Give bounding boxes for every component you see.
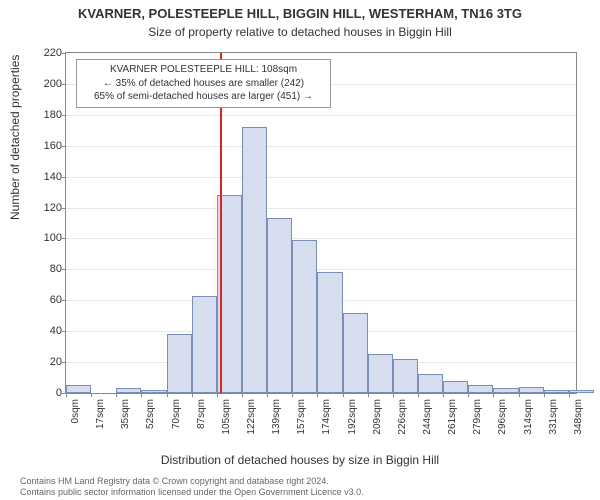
xtick-label: 314sqm: [523, 399, 534, 435]
xtick-label: 87sqm: [196, 399, 207, 429]
histogram-bar: [343, 313, 368, 393]
xtick-label: 105sqm: [221, 399, 232, 435]
histogram-bar: [393, 359, 418, 393]
histogram-plot-area: KVARNER POLESTEEPLE HILL: 108sqm ← 35% o…: [65, 52, 577, 394]
xtick-mark: [519, 393, 520, 397]
xtick-mark: [368, 393, 369, 397]
xtick-label: 296sqm: [497, 399, 508, 435]
ytick-label: 80: [50, 263, 66, 275]
xtick-label: 261sqm: [447, 399, 458, 435]
x-axis-label: Distribution of detached houses by size …: [0, 453, 600, 467]
histogram-bar: [116, 388, 141, 393]
histogram-bar: [192, 296, 217, 393]
gridline: [66, 177, 576, 178]
histogram-bar: [544, 390, 569, 393]
xtick-label: 331sqm: [548, 399, 559, 435]
xtick-mark: [192, 393, 193, 397]
xtick-mark: [443, 393, 444, 397]
annotation-line3: 65% of semi-detached houses are larger (…: [83, 90, 324, 104]
histogram-bar: [569, 390, 594, 393]
xtick-mark: [116, 393, 117, 397]
xtick-label: 122sqm: [246, 399, 257, 435]
xtick-mark: [217, 393, 218, 397]
histogram-bar: [368, 354, 393, 393]
xtick-mark: [141, 393, 142, 397]
gridline: [66, 115, 576, 116]
xtick-mark: [167, 393, 168, 397]
ytick-label: 180: [44, 109, 66, 121]
xtick-mark: [468, 393, 469, 397]
histogram-bar: [167, 334, 192, 393]
xtick-label: 52sqm: [145, 399, 156, 429]
xtick-mark: [418, 393, 419, 397]
histogram-bar: [292, 240, 317, 393]
ytick-label: 160: [44, 140, 66, 152]
xtick-label: 17sqm: [95, 399, 106, 429]
gridline: [66, 146, 576, 147]
xtick-label: 348sqm: [573, 399, 584, 435]
gridline: [66, 269, 576, 270]
xtick-mark: [242, 393, 243, 397]
footer-credit: Contains HM Land Registry data © Crown c…: [20, 476, 364, 498]
xtick-label: 226sqm: [397, 399, 408, 435]
xtick-mark: [292, 393, 293, 397]
xtick-label: 139sqm: [271, 399, 282, 435]
xtick-label: 70sqm: [171, 399, 182, 429]
annotation-line2: ← 35% of detached houses are smaller (24…: [83, 77, 324, 91]
ytick-label: 100: [44, 232, 66, 244]
xtick-label: 279sqm: [472, 399, 483, 435]
footer-line1: Contains HM Land Registry data © Crown c…: [20, 476, 364, 487]
histogram-bar: [242, 127, 267, 393]
histogram-bar: [267, 218, 292, 393]
footer-line2: Contains public sector information licen…: [20, 487, 364, 498]
histogram-bar: [66, 385, 91, 393]
histogram-bar: [519, 387, 544, 393]
chart-title: KVARNER, POLESTEEPLE HILL, BIGGIN HILL, …: [0, 0, 600, 23]
gridline: [66, 238, 576, 239]
ytick-label: 60: [50, 294, 66, 306]
histogram-bar: [443, 381, 468, 393]
ytick-label: 220: [44, 47, 66, 59]
xtick-mark: [66, 393, 67, 397]
xtick-mark: [393, 393, 394, 397]
xtick-mark: [569, 393, 570, 397]
histogram-bar: [493, 388, 518, 393]
y-axis-label: Number of detached properties: [8, 55, 22, 220]
histogram-bar: [418, 374, 443, 393]
xtick-mark: [493, 393, 494, 397]
ytick-label: 120: [44, 202, 66, 214]
ytick-label: 0: [56, 387, 66, 399]
chart-subtitle: Size of property relative to detached ho…: [0, 23, 600, 39]
xtick-label: 192sqm: [347, 399, 358, 435]
annotation-box: KVARNER POLESTEEPLE HILL: 108sqm ← 35% o…: [76, 59, 331, 108]
xtick-mark: [317, 393, 318, 397]
gridline: [66, 208, 576, 209]
xtick-mark: [544, 393, 545, 397]
xtick-mark: [343, 393, 344, 397]
xtick-label: 244sqm: [422, 399, 433, 435]
xtick-label: 0sqm: [70, 399, 81, 423]
histogram-bar: [468, 385, 493, 393]
histogram-bar: [317, 272, 342, 393]
ytick-label: 40: [50, 325, 66, 337]
xtick-mark: [91, 393, 92, 397]
ytick-label: 200: [44, 78, 66, 90]
annotation-line1: KVARNER POLESTEEPLE HILL: 108sqm: [83, 63, 324, 77]
ytick-label: 140: [44, 171, 66, 183]
xtick-label: 157sqm: [296, 399, 307, 435]
ytick-label: 20: [50, 356, 66, 368]
xtick-label: 174sqm: [321, 399, 332, 435]
xtick-label: 35sqm: [120, 399, 131, 429]
xtick-label: 209sqm: [372, 399, 383, 435]
xtick-mark: [267, 393, 268, 397]
histogram-bar: [141, 390, 166, 393]
